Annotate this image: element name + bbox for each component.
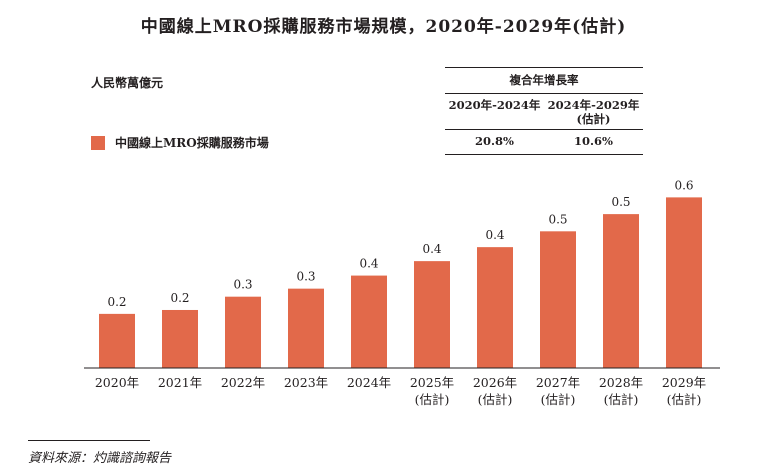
- source-divider: [28, 440, 150, 441]
- x-tick-label: 2027年: [536, 375, 580, 390]
- data-label: 0.5: [548, 212, 567, 226]
- x-tick-label: 2022年: [221, 375, 265, 390]
- unit-label: 人民幣萬億元: [91, 76, 164, 90]
- bar: [99, 313, 135, 368]
- bar: [540, 231, 576, 368]
- bar: [351, 275, 387, 368]
- x-tick-label: (估計): [478, 392, 513, 407]
- legend: 中國線上MRO採購服務市場: [91, 134, 269, 151]
- bar: [225, 296, 261, 368]
- cagr-value-row: 20.8% 10.6%: [445, 130, 643, 154]
- bar: [162, 309, 198, 368]
- x-tick-label: 2020年: [95, 375, 139, 390]
- x-tick-label: 2025年: [410, 375, 454, 390]
- bar: [477, 247, 513, 368]
- x-tick-label: 2026年: [473, 375, 517, 390]
- cagr-value-2: 10.6%: [574, 134, 613, 148]
- legend-swatch: [91, 135, 105, 150]
- bar: [414, 261, 450, 368]
- x-tick-label: 2029年: [662, 375, 706, 390]
- x-tick-label: (估計): [667, 392, 702, 407]
- bar: [666, 197, 702, 368]
- data-label: 0.3: [296, 270, 315, 284]
- data-label: 0.2: [107, 295, 126, 309]
- data-label: 0.2: [170, 291, 189, 305]
- cagr-period-2: 2024年-2029年 (估計): [547, 98, 640, 126]
- cagr-period-row: 2020年-2024年 2024年-2029年 (估計): [445, 94, 643, 130]
- legend-label: 中國線上MRO採購服務市場: [115, 136, 269, 150]
- data-label: 0.3: [233, 278, 252, 292]
- cagr-period-1: 2020年-2024年: [448, 98, 541, 112]
- x-tick-label: 2023年: [284, 375, 328, 390]
- data-label: 0.4: [359, 257, 378, 271]
- x-tick-label: 2028年: [599, 375, 643, 390]
- data-label: 0.6: [674, 178, 693, 192]
- cagr-value-1: 20.8%: [475, 134, 514, 148]
- x-tick-label: (估計): [541, 392, 576, 407]
- x-tick-label: 2021年: [158, 375, 202, 390]
- x-tick-label: (估計): [604, 392, 639, 407]
- bar-chart: 0.2 2020年 0.2 2021年 0.3 2022年 0.3 2023年 0.4 2024年…: [84, 178, 720, 407]
- bar: [603, 214, 639, 368]
- x-tick-label: (估計): [415, 392, 450, 407]
- data-label: 0.4: [485, 228, 504, 242]
- cagr-header: 複合年增長率: [445, 68, 643, 94]
- x-tick-label: 2024年: [347, 375, 391, 390]
- source-note: 資料來源：灼識諮詢報告: [28, 451, 172, 466]
- chart-title: 中國線上MRO採購服務市場規模，2020年-2029年(估計): [140, 17, 627, 37]
- cagr-table: 複合年增長率 2020年-2024年 2024年-2029年 (估計) 20.8…: [445, 67, 643, 155]
- data-label: 0.4: [422, 242, 441, 256]
- bar: [288, 288, 324, 368]
- data-label: 0.5: [611, 195, 630, 209]
